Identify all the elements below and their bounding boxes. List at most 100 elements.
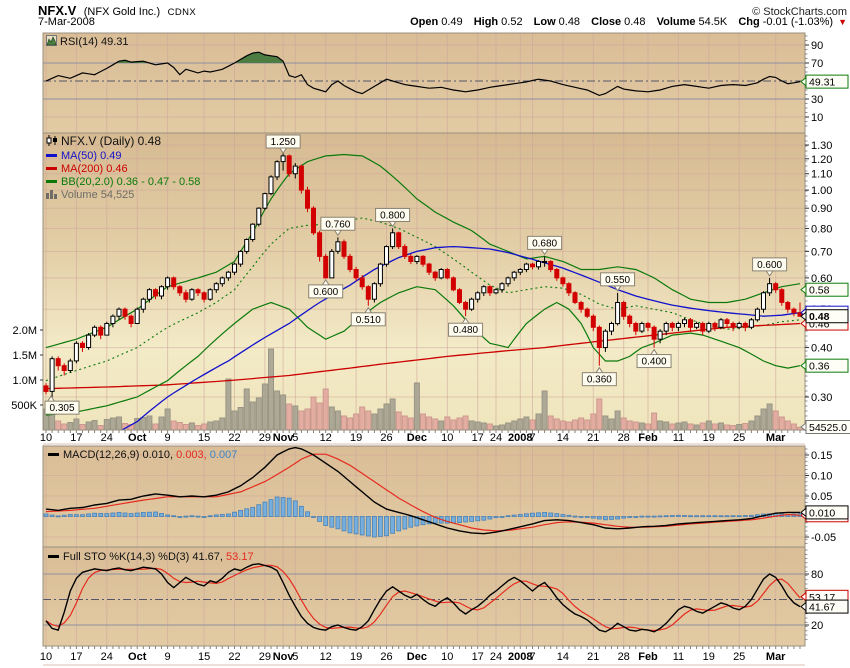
annotation-label: 0.510 [356,315,381,326]
volume-axis-label: 2.0M [13,325,37,337]
date-tick-label: Mar [766,432,786,444]
header: NFX.V (NFX Gold Inc.) CDNX © StockCharts… [38,2,847,20]
date-tick-label: Nov [273,432,295,444]
volume-axis-label: 1.5M [13,350,37,362]
svg-text:0.48: 0.48 [809,311,830,323]
rsi-line [45,51,801,97]
annotation-box [581,372,617,387]
svg-text:0.58: 0.58 [809,285,830,297]
bb-legend-label: BB(20,2.0) 0.36 - 0.47 - 0.58 [61,176,201,188]
annotation-label: 0.550 [605,275,630,286]
date-tick-label: 10 [40,432,52,444]
bb-legend-row: BB(20,2.0) 0.36 - 0.47 - 0.58 [46,176,200,189]
axis-label: 80 [811,569,823,581]
symbol-legend-label: NFX.V (Daily) 0.48 [61,134,162,148]
svg-text:41.67: 41.67 [809,602,835,614]
axis-label: 90 [811,40,823,52]
date-tick-label: 14 [557,432,569,444]
date-tick-label: Dec [407,651,427,663]
axis-value-box: 0.48 [800,309,849,324]
date-tick-label: 24 [490,432,502,444]
date-tick-label: Feb [638,432,658,444]
date-tick-label: 29 [259,432,271,444]
date-tick-label: 26 [380,651,392,663]
date-tick-label: 19 [703,651,715,663]
volume-axis-label: 1.0M [13,375,37,387]
symbol-legend-row: NFX.V (Daily) 0.48 [46,135,200,150]
date-tick-label: 19 [350,651,362,663]
axis-label: 1.20 [811,154,832,166]
volume-histogram-icon [46,189,58,203]
axis-label: 0.10 [811,471,832,483]
sto-d-line [45,564,801,632]
ma200-line-icon [46,167,57,170]
low-label: Low [533,16,556,28]
date-tick-label: Oct [128,432,147,444]
bb-line-icon [46,180,57,183]
price-legend: NFX.V (Daily) 0.48 MA(50) 0.49 MA(200) 0… [46,135,200,203]
date-tick-label: 28 [618,651,630,663]
candlestick-icon [46,135,58,150]
date-tick-label: 2008 [508,432,532,444]
macd-pane [43,446,805,538]
macd-histogram [43,496,803,538]
axis-label: 0.30 [811,392,832,404]
date-tick-label: 7 [529,432,535,444]
symbol-ticker: NFX.V [38,3,77,18]
annotation-label: 1.250 [271,137,296,148]
volume-legend-label: Volume 54,525 [61,189,135,201]
axis-value-box: 49.31 [800,74,849,89]
volume-value: 54.5K [698,16,728,28]
date-tick-label: 10 [40,651,52,663]
axis-value-box: 41.67 [800,599,849,614]
svg-text:0.36: 0.36 [809,361,830,373]
axis-label: 0.90 [811,203,832,215]
date-tick-label: 24 [101,432,113,444]
date-tick-label: 26 [380,432,392,444]
annotation-label: 0.600 [313,287,338,298]
close-value: 0.48 [624,16,646,28]
date-tick-label: 9 [165,651,171,663]
annotation-box [527,235,563,250]
rsi-legend-label: RSI(14) 49.31 [60,36,129,48]
date-tick-label: Mar [766,651,786,663]
annotation-label: 0.680 [532,238,557,249]
annotation-box [600,272,636,287]
date-tick-label: 7 [529,651,535,663]
axis-label: -0.05 [811,532,836,544]
annotation-box [375,207,411,222]
annotation-label: 0.800 [380,210,405,221]
quote-bar: Open 0.49 High 0.52 Low 0.48 Close 0.48 Volu… [402,16,847,28]
ma200-legend-label: MA(200) 0.46 [61,163,128,175]
annotation-box [448,322,484,337]
axis-label: 0.60 [811,273,832,285]
date-tick-label: 24 [101,651,113,663]
rsi-area-icon [46,35,57,50]
axis-label: 1.00 [811,185,832,197]
rsi-legend: RSI(14) 49.31 [46,35,128,50]
axis-value-box: 0.010 [800,505,849,519]
volume-axis-label: 500K [11,400,37,412]
date-tick-label: 19 [703,432,715,444]
date-tick-label: 25 [733,432,745,444]
axis-value-box: 0.36 [800,358,849,373]
copyright-link[interactable]: © StockCharts.com [752,6,847,18]
macd-signal-value: 0.003, [176,449,207,461]
bb-lower-line [45,286,801,416]
close-label: Close [591,16,622,28]
svg-text:54525.0: 54525.0 [809,422,847,434]
macd-hist-value: 0.007 [209,449,238,461]
quote-header: 7-Mar-2008 Open 0.49 High 0.52 Low 0.48 Clo… [38,16,847,28]
axis-label: 0.70 [811,246,832,258]
macd-line [45,446,800,535]
date-tick-label: 17 [472,651,484,663]
ma50-line-icon [46,154,57,157]
date-tick-label: Nov [273,651,295,663]
axis-value-box: 0.58 [800,282,849,297]
ma50-line [120,245,801,430]
price-annotations: 0.305 1.250 0.600 0.760 0.510 0.800 0.480 0.680… [44,134,788,415]
company-name: (NFX Gold Inc.) [83,6,161,18]
date-tick-label: 9 [165,432,171,444]
bb-middle-line [45,217,801,382]
